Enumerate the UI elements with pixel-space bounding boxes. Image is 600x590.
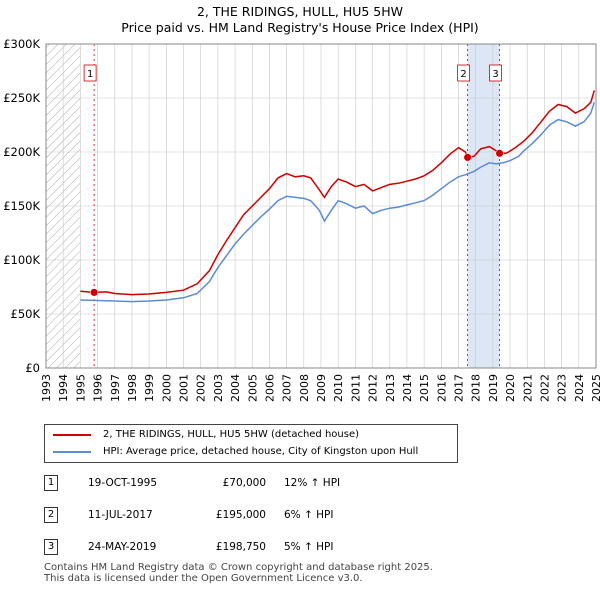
transaction-date: 24-MAY-2019 — [88, 541, 157, 553]
legend-label-hpi: HPI: Average price, detached house, City… — [103, 446, 419, 457]
hpi-line-swatch — [53, 451, 91, 453]
x-tick-label: 2012 — [367, 374, 380, 402]
x-tick-label: 2010 — [332, 374, 345, 402]
x-tick-label: 2011 — [349, 374, 362, 402]
y-tick-label: £150K — [3, 199, 40, 213]
x-tick-label: 2009 — [315, 374, 328, 402]
plot-border — [45, 43, 597, 369]
transaction-hpi-relation: 6% ↑ HPI — [284, 509, 334, 521]
sale-number-markers: 1 2 3 — [83, 64, 502, 82]
legend: 2, THE RIDINGS, HULL, HU5 5HW (detached … — [44, 424, 458, 463]
y-tick-label: £0 — [25, 361, 40, 375]
x-tick-label: 2022 — [538, 374, 551, 402]
x-tick-label: 2021 — [521, 374, 534, 402]
sale-marker-box — [489, 64, 502, 82]
chart-subtitle: Price paid vs. HM Land Registry's House … — [121, 20, 479, 35]
property-line-swatch — [53, 434, 91, 436]
x-tick-label: 2024 — [573, 374, 586, 402]
x-tick-label: 2014 — [401, 374, 414, 402]
transaction-row: 1 19-OCT-1995 £70,000 12% ↑ HPI — [0, 474, 600, 492]
sale-point — [463, 153, 472, 162]
x-tick-label: 2019 — [487, 374, 500, 402]
footer-copyright: Contains HM Land Registry data © Crown c… — [44, 562, 433, 573]
x-tick-label: 1997 — [109, 374, 122, 402]
x-tick-label: 2017 — [453, 374, 466, 402]
x-tick-label: 2002 — [195, 374, 208, 402]
x-tick-label: 2000 — [160, 374, 173, 402]
x-tick-label: 2001 — [178, 374, 191, 402]
x-tick-label: 2016 — [435, 374, 448, 402]
transaction-number: 2 — [44, 507, 58, 523]
y-tick-label: £250K — [3, 91, 40, 105]
y-tick-label: £300K — [3, 37, 40, 51]
x-tick-label: 1993 — [40, 374, 53, 402]
x-axis-ticks: 1993 1994 1995 1996 1997 1998 1999 2000 2001 2002… — [40, 374, 600, 402]
x-tick-label: 1994 — [57, 374, 70, 402]
x-tick-label: 2018 — [470, 374, 483, 402]
hpi-series-line — [80, 102, 596, 303]
transaction-row: 3 24-MAY-2019 £198,750 5% ↑ HPI — [0, 538, 600, 556]
x-tick-label: 1995 — [74, 374, 87, 402]
x-tick-label: 1999 — [143, 374, 156, 402]
x-tick-label: 2008 — [298, 374, 311, 402]
x-tick-label: 2025 — [590, 374, 600, 402]
x-tick-label: 1996 — [92, 374, 105, 402]
y-axis-ticks: £0 £50K £100K £150K £200K £250K £300K — [3, 37, 40, 375]
x-tick-label: 2020 — [504, 374, 517, 402]
x-tick-label: 2013 — [384, 374, 397, 402]
y-tick-label: £50K — [11, 307, 41, 321]
x-tick-label: 2004 — [229, 374, 242, 402]
transaction-hpi-relation: 12% ↑ HPI — [284, 477, 341, 489]
x-tick-label: 1998 — [126, 374, 139, 402]
x-tick-label: 2023 — [556, 374, 569, 402]
price-chart: 1 2 3 £0 £50K £100K £150K £200K £250K £300K 1993… — [3, 37, 600, 402]
sale-marker-box — [457, 64, 471, 82]
sale-marker-label: 3 — [492, 69, 498, 80]
x-tick-label: 2015 — [418, 374, 431, 402]
transaction-price: £195,000 — [215, 509, 266, 521]
y-tick-label: £100K — [3, 253, 40, 267]
legend-label-property: 2, THE RIDINGS, HULL, HU5 5HW (detached … — [103, 429, 360, 440]
sale-marker: 1 — [83, 64, 97, 82]
x-tick-label: 2007 — [281, 374, 294, 402]
transaction-date: 19-OCT-1995 — [88, 477, 157, 489]
transaction-price: £70,000 — [222, 477, 266, 489]
chart-title: 2, THE RIDINGS, HULL, HU5 5HW — [196, 4, 404, 19]
footer-licence: This data is licensed under the Open Gov… — [44, 573, 363, 584]
sale-marker: 2 — [457, 64, 471, 82]
transaction-number: 1 — [44, 475, 58, 491]
x-tick-label: 2006 — [263, 374, 276, 402]
sale-marker-label: 2 — [460, 69, 466, 80]
transaction-row: 2 11-JUL-2017 £195,000 6% ↑ HPI — [0, 506, 600, 524]
sale-marker: 3 — [489, 64, 502, 82]
sale-point — [495, 149, 504, 158]
x-tick-label: 2003 — [212, 374, 225, 402]
sale-points — [90, 149, 504, 297]
sale-marker-label: 1 — [87, 69, 93, 80]
sale-marker-box — [83, 64, 97, 82]
transaction-price: £198,750 — [215, 541, 266, 553]
x-tick-label: 2005 — [246, 374, 259, 402]
y-tick-label: £200K — [3, 145, 40, 159]
transaction-hpi-relation: 5% ↑ HPI — [284, 541, 334, 553]
property-series-line — [80, 90, 596, 296]
sale-point — [90, 288, 99, 297]
transaction-date: 11-JUL-2017 — [88, 509, 153, 521]
sale-marker-lines — [93, 44, 500, 368]
transaction-number: 3 — [44, 539, 58, 555]
